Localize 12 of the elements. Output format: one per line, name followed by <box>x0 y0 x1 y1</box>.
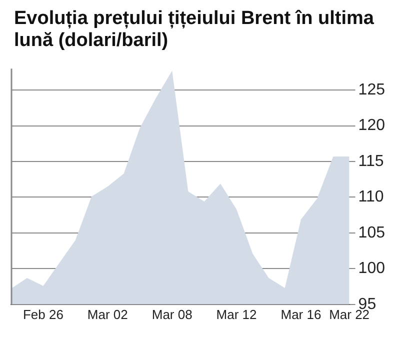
chart-title: Evoluția prețului țițeiului Brent în ultima lună (dolari/baril) <box>14 8 375 52</box>
y-tick-label: 110 <box>358 188 384 206</box>
x-tick-label: Mar 12 <box>216 306 257 322</box>
y-tick-label: 115 <box>358 152 384 170</box>
x-tick-label: Mar 08 <box>152 306 192 322</box>
y-tick-label: 100 <box>358 260 386 278</box>
x-tick-label: Feb 26 <box>22 306 64 322</box>
x-tick-label: Mar 16 <box>280 306 322 322</box>
y-tick-label: 120 <box>358 117 386 134</box>
y-tick-label: 125 <box>358 81 386 98</box>
y-tick-label: 105 <box>358 224 386 242</box>
x-tick-label: Mar 02 <box>87 306 128 322</box>
